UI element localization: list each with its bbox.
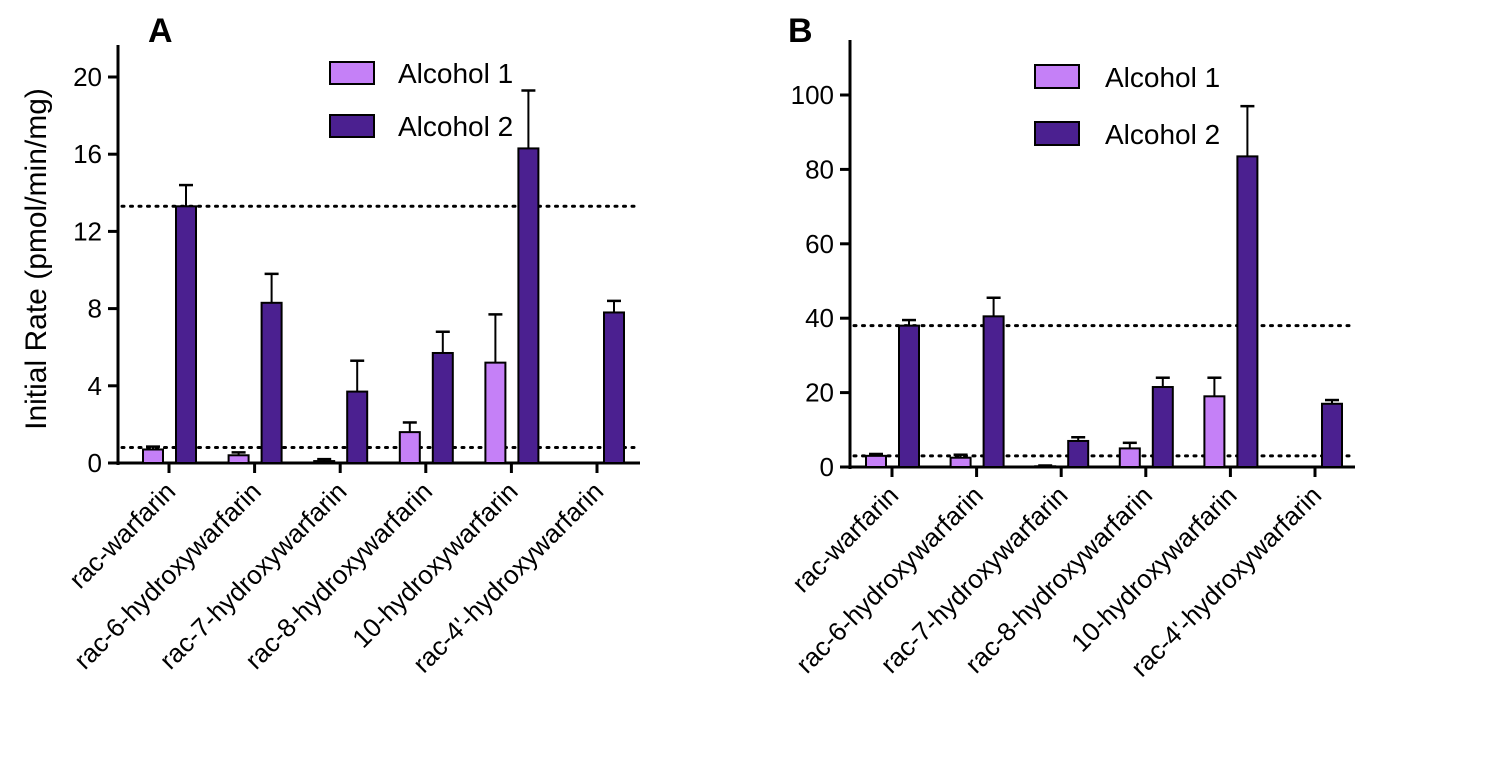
panel-letter: A <box>148 12 173 50</box>
panel-letter: B <box>788 12 813 50</box>
y-tick-label: 100 <box>791 80 834 110</box>
bar-alcohol-2 <box>1067 439 1090 468</box>
bar-alcohol-1 <box>1034 465 1057 469</box>
legend-swatch <box>1034 121 1080 146</box>
y-tick-label: 4 <box>88 371 102 401</box>
bar-alcohol-1 <box>865 454 887 468</box>
legend-label: Alcohol 2 <box>1105 119 1220 150</box>
y-tick-label: 20 <box>73 62 102 92</box>
bar-alcohol-1 <box>398 431 421 464</box>
y-axis-label: Initial Rate (pmol/min/mg) <box>20 88 53 430</box>
y-tick-label: 60 <box>805 229 834 259</box>
legend-label: Alcohol 1 <box>1105 62 1220 93</box>
y-tick-label: 0 <box>88 448 102 478</box>
bar-alcohol-2 <box>175 205 197 464</box>
bar-alcohol-1 <box>227 454 250 464</box>
y-tick-label: 12 <box>73 216 102 246</box>
legend-swatch <box>329 114 375 138</box>
y-tick-label: 40 <box>805 303 834 333</box>
bar-alcohol-2 <box>1321 402 1343 469</box>
y-tick-label: 0 <box>820 452 834 482</box>
bar-alcohol-1 <box>484 361 507 465</box>
bar-alcohol-2 <box>517 147 540 464</box>
y-tick-label: 20 <box>805 378 834 408</box>
bar-alcohol-2 <box>346 390 369 464</box>
bar-alcohol-2 <box>431 351 454 464</box>
panel-B: B020406080100rac-warfarinrac-6-hydroxywa… <box>786 12 1357 683</box>
bar-alcohol-1 <box>1118 447 1141 468</box>
bar-alcohol-2 <box>1151 386 1174 468</box>
legend-label: Alcohol 2 <box>398 111 513 142</box>
legend-swatch <box>329 61 375 85</box>
y-tick-label: 8 <box>88 294 102 324</box>
bar-alcohol-2 <box>603 311 625 464</box>
bar-alcohol-1 <box>1203 395 1226 469</box>
bar-alcohol-2 <box>1236 155 1259 468</box>
bar-alcohol-1 <box>949 456 972 469</box>
bar-alcohol-2 <box>898 324 920 469</box>
legend-swatch <box>1034 64 1080 89</box>
y-tick-label: 16 <box>73 139 102 169</box>
bar-alcohol-2 <box>982 315 1005 468</box>
y-tick-label: 80 <box>805 154 834 184</box>
bar-alcohol-2 <box>260 301 283 464</box>
legend-label: Alcohol 1 <box>398 58 513 89</box>
bar-alcohol-1 <box>142 448 164 464</box>
bar-alcohol-1 <box>313 460 336 465</box>
x-tick-label: 10-hydroxywarfarin <box>346 476 524 654</box>
